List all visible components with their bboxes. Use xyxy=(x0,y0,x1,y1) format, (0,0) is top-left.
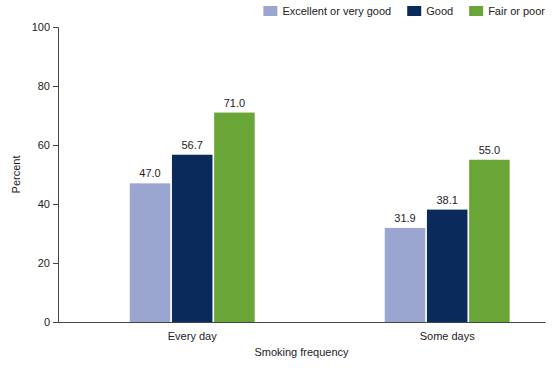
x-tick-label: Some days xyxy=(420,330,476,342)
data-labels: 47.0 31.9 56.7 38.1 71.0 55.0 xyxy=(139,97,500,224)
y-tick-mark xyxy=(53,322,58,323)
y-tick: 80 xyxy=(38,80,58,92)
y-tick-mark xyxy=(53,204,58,205)
y-tick-label: 40 xyxy=(38,198,50,210)
y-tick-label: 80 xyxy=(38,80,50,92)
bar xyxy=(427,210,468,322)
legend-swatch xyxy=(263,6,277,16)
bars xyxy=(130,113,510,322)
y-tick-label: 20 xyxy=(38,257,50,269)
y-tick-label: 0 xyxy=(44,316,50,328)
x-axis-line xyxy=(59,322,546,323)
y-tick: 0 xyxy=(44,316,58,328)
x-axis: Every day Some days xyxy=(59,322,546,342)
bar xyxy=(214,113,255,322)
y-axis-line xyxy=(53,28,59,323)
x-tick: Some days xyxy=(420,322,476,342)
legend-item: Excellent or very good xyxy=(263,5,391,17)
bar xyxy=(469,160,510,322)
y-axis: 0 20 40 60 80 100 xyxy=(32,21,59,328)
legend: Excellent or very good Good Fair or poor xyxy=(263,5,545,17)
bar xyxy=(172,155,213,322)
data-label: 47.0 xyxy=(139,167,160,179)
legend-label: Good xyxy=(426,5,453,17)
legend-label: Fair or poor xyxy=(488,5,545,17)
y-tick-mark xyxy=(53,27,58,28)
chart: 47.0 31.9 56.7 38.1 71.0 55.0 0 20 40 60 80 100 Ever… xyxy=(0,0,560,379)
y-tick: 60 xyxy=(38,139,58,151)
y-tick: 20 xyxy=(38,257,58,269)
data-label: 55.0 xyxy=(479,144,500,156)
y-tick: 100 xyxy=(32,21,58,33)
data-label: 31.9 xyxy=(394,212,415,224)
y-axis-title: Percent xyxy=(10,156,22,194)
data-label: 56.7 xyxy=(182,139,203,151)
legend-item: Fair or poor xyxy=(469,5,545,17)
y-tick-label: 60 xyxy=(38,139,50,151)
legend-swatch xyxy=(469,6,483,16)
bar xyxy=(385,228,426,322)
y-tick: 40 xyxy=(38,198,58,210)
y-tick-mark xyxy=(53,145,58,146)
legend-item: Good xyxy=(407,5,453,17)
plot: 47.0 31.9 56.7 38.1 71.0 55.0 0 20 40 60 80 100 Ever… xyxy=(32,21,546,342)
x-tick: Every day xyxy=(168,322,217,342)
x-axis-title: Smoking frequency xyxy=(254,346,349,358)
y-tick-label: 100 xyxy=(32,21,50,33)
x-tick-label: Every day xyxy=(168,330,217,342)
data-label: 71.0 xyxy=(224,97,245,109)
data-label: 38.1 xyxy=(436,194,457,206)
y-tick-mark xyxy=(53,263,58,264)
legend-label: Excellent or very good xyxy=(282,5,391,17)
y-tick-mark xyxy=(53,86,58,87)
legend-swatch xyxy=(407,6,421,16)
bar xyxy=(130,183,171,322)
